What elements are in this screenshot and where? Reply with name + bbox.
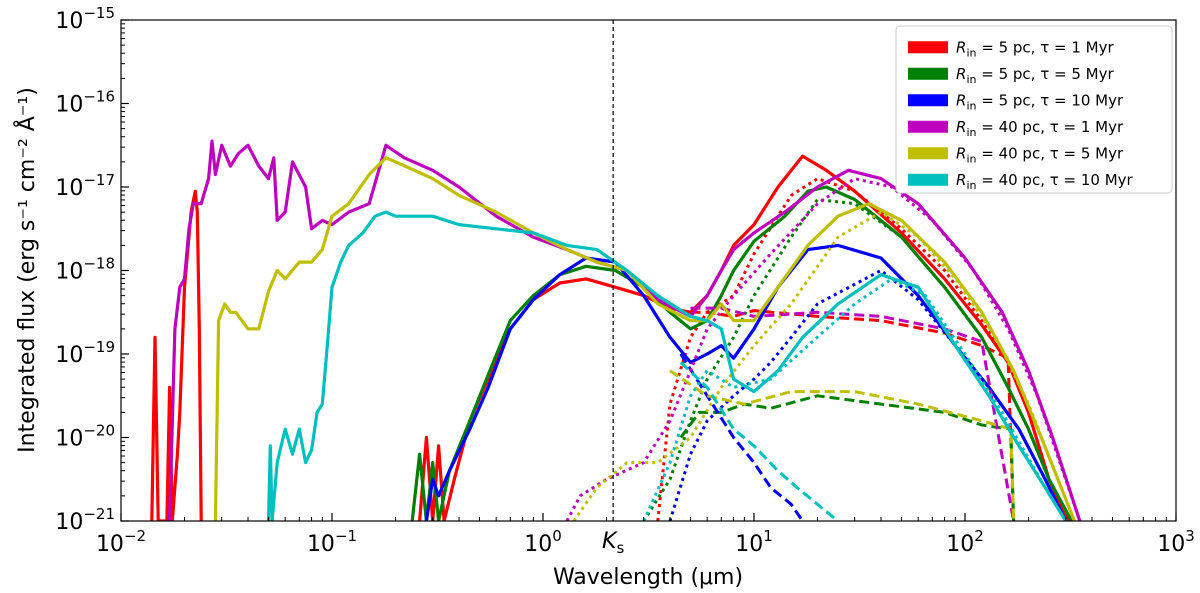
legend-entry-label: Rin = 5 pc, τ = 5 Myr [956,65,1114,86]
x-tick-label: 10−1 [307,527,357,557]
series-6-dashed-line [679,361,839,521]
series-4-solid-line [168,139,1082,521]
legend-entry-label: Rin = 40 pc, τ = 5 Myr [956,144,1124,165]
x-tick-label: 102 [946,527,984,557]
legend-swatch [908,147,948,160]
series-3-solid-line [424,243,1068,521]
x-axis: 10−2 10−1 100 101 102 103 [96,513,1195,557]
legend-entry-label: Rin = 40 pc, τ = 1 Myr [956,118,1124,139]
y-axis: 10−21 10−20 10−19 10−18 10−17 10−16 10−15 [55,4,129,535]
series-1-solid-line [150,189,203,521]
legend-entry-label: Rin = 5 pc, τ = 1 Myr [956,38,1114,59]
legend: Rin = 5 pc, τ = 1 Myr Rin = 5 pc, τ = 5 M… [895,25,1173,194]
y-tick-label: 10−15 [55,4,115,34]
series-layer [150,139,1082,521]
series-1-solid2-line [418,154,1071,521]
legend-swatch [908,41,948,54]
y-tick-label: 10−18 [55,255,115,285]
y-tick-label: 10−17 [55,171,115,201]
series-5-solid-line [213,156,1076,521]
y-axis-label: Integrated flux (erg s⁻¹ cm⁻² Å⁻¹) [13,87,40,453]
series-3-dashed-line [679,353,804,521]
series-2-dotted-line [642,198,1073,521]
legend-swatch [908,94,948,107]
y-tick-label: 10−20 [55,422,115,452]
x-tick-label: 10−2 [96,527,146,557]
x-axis-label: Wavelength (μm) [553,565,743,590]
x-tick-label: 101 [735,527,773,557]
legend-swatch [908,120,948,133]
series-6-solid-line [266,210,1068,521]
legend-entry-label: Rin = 5 pc, τ = 10 Myr [956,91,1124,112]
legend-swatch [908,173,948,186]
y-tick-label: 10−16 [55,88,115,118]
series-2-dashed-line [679,394,1016,521]
x-tick-label: 103 [1157,527,1195,557]
ks-label: Ks [602,529,624,557]
legend-entry-label: Rin = 40 pc, τ = 10 Myr [956,171,1134,192]
legend-box [895,25,1173,194]
ks-marker: Ks [602,20,624,557]
y-tick-label: 10−21 [55,505,115,535]
series-5-dashed-line [669,369,1016,521]
x-tick-label: 100 [524,527,562,557]
legend-swatch [908,67,948,80]
y-tick-label: 10−19 [55,338,115,368]
